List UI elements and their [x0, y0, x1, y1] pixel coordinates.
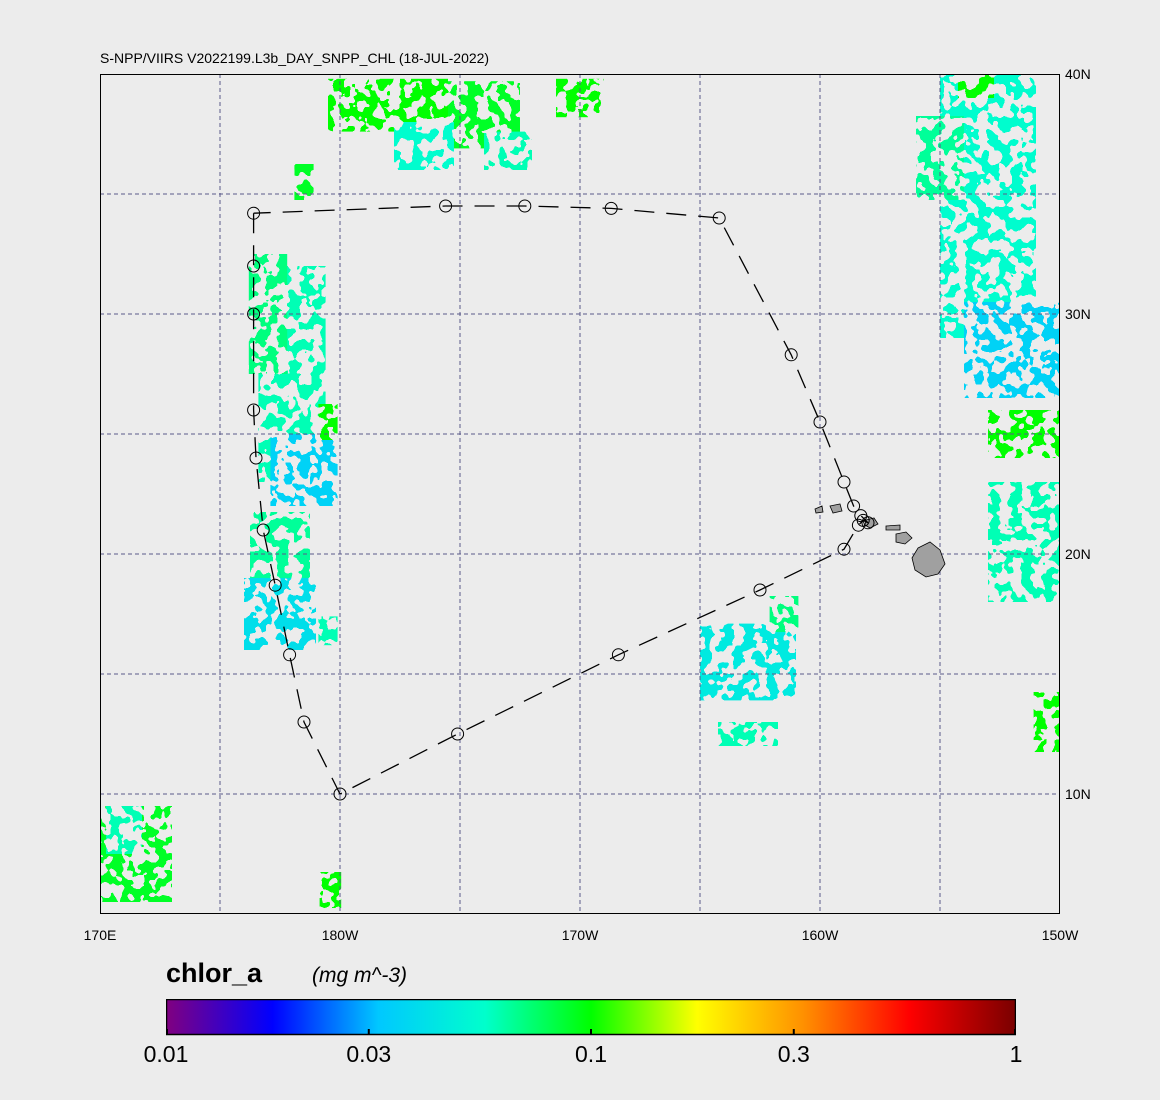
- station-marker-23: [604, 201, 618, 215]
- hawaiian-islands: [814, 503, 946, 578]
- chlor-patch-9: [244, 578, 316, 650]
- colorbar-tick-0.1: 0.1: [575, 1041, 607, 1067]
- chlor-patch-15: [964, 302, 1060, 398]
- chlor-patch-18: [1033, 692, 1060, 752]
- lat-label-40N: 40N: [1065, 66, 1091, 82]
- chlor-patch-21: [319, 872, 342, 908]
- chlorophyll-map: [100, 74, 1060, 914]
- chlor-patch-17: [988, 482, 1060, 602]
- map-frame: [100, 74, 1060, 914]
- lat-label-20N: 20N: [1065, 546, 1091, 562]
- station-marker-14: [851, 518, 865, 532]
- station-marker-18: [847, 499, 861, 513]
- station-marker-10: [451, 727, 465, 741]
- lat-label-30N: 30N: [1065, 306, 1091, 322]
- chlorophyll-patches: [100, 74, 1060, 908]
- lat-label-10N: 10N: [1065, 786, 1091, 802]
- chlor-patch-7: [270, 434, 338, 506]
- station-marker-19: [837, 475, 851, 489]
- station-marker-20: [813, 415, 827, 429]
- island-maui: [895, 531, 913, 545]
- colorbar-tick-0.3: 0.3: [777, 1041, 810, 1067]
- chlor-patch-22: [294, 164, 314, 200]
- lon-label-170W: 170W: [561, 927, 599, 943]
- colorbar-tickmarks: [166, 1029, 1016, 1035]
- station-marker-5: [256, 523, 270, 537]
- chlor-patch-25: [958, 74, 994, 98]
- island-hawaii: [911, 541, 946, 578]
- island-niihau: [814, 505, 824, 514]
- island-molokai: [885, 524, 901, 531]
- station-marker-0: [247, 206, 261, 220]
- station-marker-17: [854, 509, 868, 523]
- station-marker-12: [753, 583, 767, 597]
- colorbar-tick-1: 1: [1009, 1041, 1023, 1067]
- chlor-patch-10: [318, 404, 338, 440]
- station-marker-8: [297, 715, 311, 729]
- chlor-patch-12: [700, 623, 796, 701]
- chlor-patch-20: [106, 806, 142, 854]
- chlor-patch-3: [484, 131, 532, 170]
- station-marker-1: [247, 259, 261, 273]
- track-line: [252, 205, 869, 795]
- lon-label-180W: 180W: [321, 927, 359, 943]
- station-marker-24: [518, 199, 532, 213]
- island-kauai: [829, 503, 843, 514]
- station-marker-21: [784, 348, 798, 362]
- station-marker-3: [247, 403, 261, 417]
- station-marker-9: [333, 787, 347, 801]
- colorbar-units: (mg m^-3): [312, 964, 408, 987]
- lon-label-170E: 170E: [83, 927, 117, 943]
- chlor-patch-13: [718, 722, 778, 746]
- station-marker-11: [611, 648, 625, 662]
- station-marker-13: [837, 542, 851, 556]
- graticule: [100, 74, 1060, 914]
- chlor-patch-14: [940, 74, 1036, 338]
- colorbar-tick-0.03: 0.03: [346, 1041, 392, 1067]
- cruise-track: [247, 199, 875, 801]
- lon-label-160W: 160W: [801, 927, 839, 943]
- lon-label-150W: 150W: [1041, 927, 1079, 943]
- chlor-patch-2: [394, 122, 454, 170]
- station-marker-7: [283, 648, 297, 662]
- chlor-patch-11: [318, 616, 338, 646]
- station-marker-25: [439, 199, 453, 213]
- station-marker-22: [712, 211, 726, 225]
- map-title: S-NPP/VIIRS V2022199.L3b_DAY_SNPP_CHL (1…: [100, 50, 490, 66]
- chlor-patch-23: [769, 596, 799, 632]
- station-marker-16: [861, 516, 875, 530]
- colorbar-title: chlor_a: [166, 958, 263, 988]
- colorbar-tick-0.01: 0.01: [143, 1041, 189, 1067]
- station-marker-6: [268, 578, 282, 592]
- station-marker-2: [247, 307, 261, 321]
- colorbar: [166, 999, 1016, 1036]
- station-marker-4: [249, 451, 263, 465]
